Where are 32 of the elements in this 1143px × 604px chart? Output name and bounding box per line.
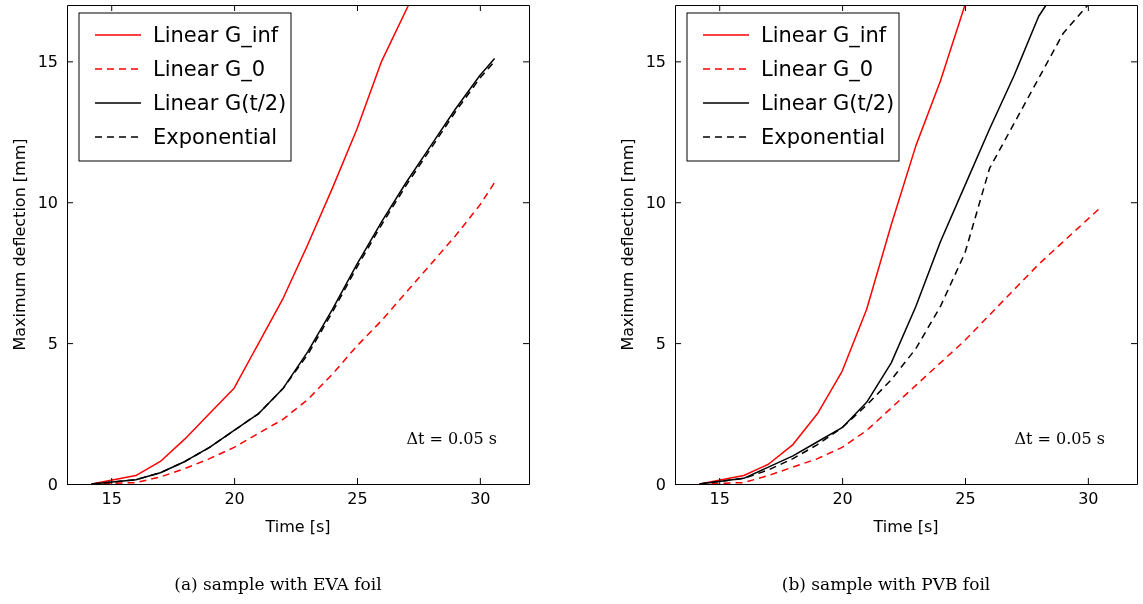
legend-label: Linear G_inf [153, 23, 279, 48]
y-tick-label: 15 [37, 51, 58, 71]
x-tick-label: 20 [224, 489, 245, 509]
legend-label: Linear G(t/2) [761, 91, 895, 115]
x-tick-label: 30 [470, 489, 491, 509]
y-tick-label: 0 [47, 474, 58, 494]
annotation: Δt = 0.05 s [406, 429, 497, 448]
legend-label: Linear G_0 [761, 57, 874, 82]
y-tick-label: 5 [655, 333, 666, 353]
y-tick-label: 15 [645, 51, 666, 71]
y-axis-title: Maximum deflection [mm] [618, 138, 637, 351]
text: (b) sample with PVB foil [781, 574, 991, 594]
y-tick-label: 10 [37, 192, 58, 212]
legend-label: Exponential [153, 125, 278, 149]
legend-label: Linear G_inf [761, 23, 887, 48]
y-tick-label: 10 [645, 192, 666, 212]
x-tick-label: 20 [832, 489, 853, 509]
x-axis-title: Time [s] [872, 517, 939, 536]
annotation: Δt = 0.05 s [1014, 429, 1105, 448]
y-tick-label: 5 [47, 333, 58, 353]
legend-label: Linear G_0 [153, 57, 266, 82]
x-tick-label: 30 [1078, 489, 1099, 509]
legend-label: Exponential [761, 125, 886, 149]
y-tick-label: 0 [655, 474, 666, 494]
x-tick-label: 25 [955, 489, 976, 509]
x-axis-title: Time [s] [264, 517, 331, 536]
legend-label: Linear G(t/2) [153, 91, 287, 115]
text: (a) sample with EVA foil [174, 574, 382, 594]
x-tick-label: 25 [347, 489, 368, 509]
x-tick-label: 15 [101, 489, 122, 509]
x-tick-label: 15 [709, 489, 730, 509]
y-axis-title: Maximum deflection [mm] [10, 138, 29, 351]
